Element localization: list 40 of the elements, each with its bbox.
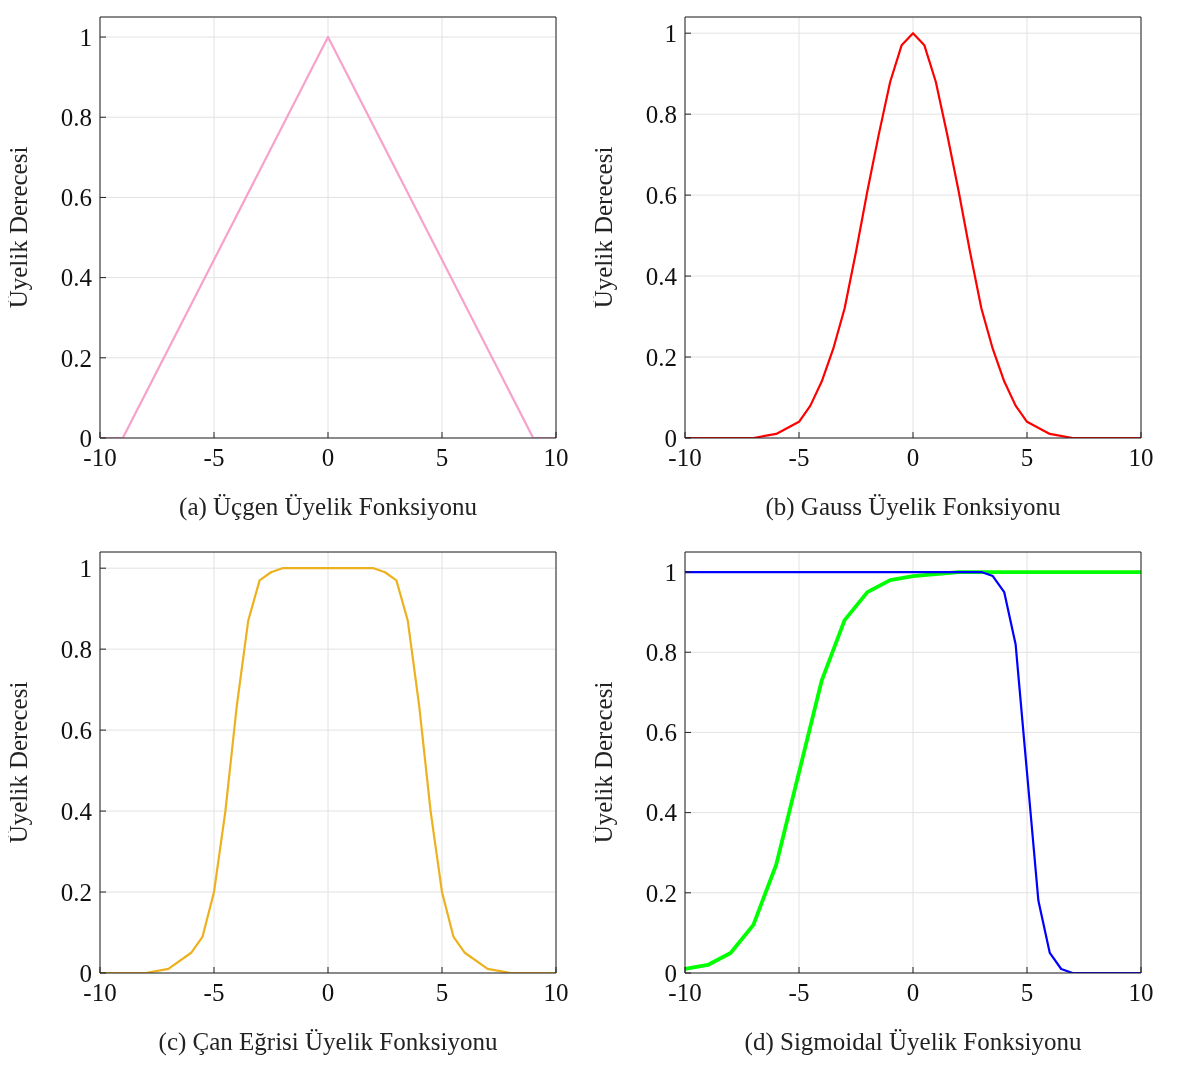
y-tick-label: 0.8 (60, 636, 92, 664)
x-tick-label: 10 (1128, 978, 1154, 1006)
y-tick-label: 0.8 (645, 101, 677, 129)
y-tick-label: 0.4 (60, 264, 93, 292)
x-tick-label: 10 (543, 443, 569, 471)
x-tick-label: -5 (203, 443, 225, 471)
x-axis-title: (b) Gauss Üyelik Fonksiyonu (765, 493, 1062, 521)
y-tick-label: 0.2 (60, 344, 92, 372)
y-tick-label: 0.2 (60, 878, 92, 906)
x-tick-label: 5 (435, 443, 449, 471)
x-tick-label: 0 (321, 443, 335, 471)
y-tick-label: 1 (79, 555, 92, 583)
y-tick-label: 0.4 (645, 799, 678, 827)
x-tick-label: 0 (906, 443, 920, 471)
y-tick-label: 0.8 (60, 104, 92, 132)
y-tick-label: 0.6 (60, 184, 92, 212)
y-tick-label: 0.6 (645, 719, 677, 747)
y-tick-label: 0.2 (645, 879, 677, 907)
y-tick-label: 0.6 (60, 716, 92, 744)
x-tick-label: 5 (1020, 978, 1034, 1006)
x-tick-label: 10 (543, 978, 569, 1006)
x-tick-label: -5 (788, 443, 810, 471)
x-axis-title: (a) Üçgen Üyelik Fonksiyonu (179, 493, 478, 521)
y-tick-label: 1 (664, 20, 677, 48)
x-tick-label: -5 (788, 978, 810, 1006)
x-tick-label: 5 (435, 978, 449, 1006)
x-tick-label: 0 (321, 978, 335, 1006)
x-axis-title: (d) Sigmoidal Üyelik Fonksiyonu (744, 1028, 1082, 1056)
x-tick-label: 0 (906, 978, 920, 1006)
y-tick-label: 1 (664, 558, 677, 586)
y-tick-label: 1 (79, 23, 92, 51)
x-tick-label: 5 (1020, 443, 1034, 471)
y-tick-label: 0.4 (60, 797, 93, 825)
x-axis-title: (c) Çan Eğrisi Üyelik Fonksiyonu (158, 1028, 498, 1056)
y-tick-label: 0.4 (645, 262, 678, 290)
x-tick-label: -5 (203, 978, 225, 1006)
y-tick-label: 0.6 (645, 181, 677, 209)
y-tick-label: 0.2 (645, 343, 677, 371)
x-tick-label: 10 (1128, 443, 1154, 471)
y-tick-label: 0.8 (645, 639, 677, 667)
